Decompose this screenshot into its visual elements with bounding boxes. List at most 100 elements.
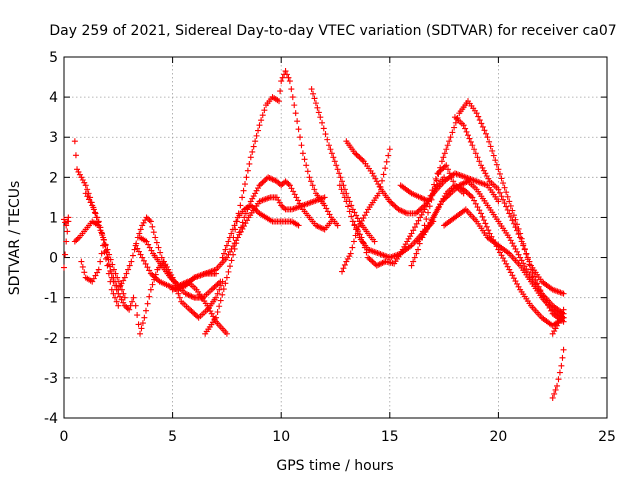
data-point	[143, 214, 150, 221]
data-point	[463, 179, 470, 186]
chart-title: Day 259 of 2021, Sidereal Day-to-day VTE…	[49, 23, 616, 39]
data-point	[314, 223, 321, 230]
data-point	[373, 262, 380, 269]
data-point	[298, 203, 305, 210]
data-point	[349, 244, 356, 251]
data-point	[482, 170, 489, 177]
data-point	[102, 242, 109, 249]
data-point	[294, 118, 301, 125]
data-point	[233, 218, 240, 225]
data-point	[255, 209, 262, 216]
data-point	[482, 130, 489, 137]
data-point	[346, 208, 353, 215]
data-point	[495, 166, 502, 173]
data-point	[480, 167, 487, 174]
data-point	[507, 202, 514, 209]
data-point	[370, 259, 377, 266]
data-point	[255, 185, 262, 192]
data-point	[324, 208, 331, 215]
data-point	[123, 270, 130, 277]
data-point	[147, 270, 154, 277]
data-point	[261, 107, 268, 114]
data-point	[110, 290, 117, 297]
data-point	[392, 203, 399, 210]
data-point	[431, 211, 438, 218]
data-point	[375, 190, 382, 197]
data-point	[433, 177, 440, 184]
data-point	[292, 110, 299, 117]
data-point	[405, 235, 412, 242]
data-point	[241, 214, 248, 221]
data-point	[489, 147, 496, 154]
data-point	[369, 170, 376, 177]
data-point	[410, 258, 417, 265]
data-point	[94, 269, 101, 276]
data-point	[479, 123, 486, 130]
data-point	[137, 226, 144, 233]
data-series	[71, 138, 137, 313]
data-point	[467, 193, 474, 200]
data-point	[207, 308, 214, 315]
data-point	[298, 142, 305, 149]
data-point	[230, 234, 237, 241]
data-point	[134, 245, 141, 252]
data-point	[120, 299, 127, 306]
data-point	[275, 197, 282, 204]
data-point	[346, 253, 353, 260]
data-point	[252, 138, 259, 145]
data-point	[135, 321, 142, 328]
data-point	[259, 112, 266, 119]
data-point	[349, 206, 356, 213]
data-point	[81, 269, 88, 276]
data-point	[358, 234, 365, 241]
data-point	[214, 308, 221, 315]
data-point	[121, 274, 128, 281]
data-point	[62, 251, 69, 258]
data-point	[456, 182, 463, 189]
data-point	[412, 210, 419, 217]
data-point	[354, 215, 361, 222]
data-point	[356, 231, 363, 238]
data-point	[560, 346, 567, 353]
data-point	[78, 258, 85, 265]
data-point	[559, 310, 566, 317]
data-series	[441, 206, 567, 321]
data-point	[469, 194, 476, 201]
data-point	[311, 95, 318, 102]
data-point	[440, 197, 447, 204]
data-point	[277, 88, 284, 95]
data-point	[414, 209, 421, 216]
data-point	[487, 143, 494, 150]
data-point	[92, 210, 99, 217]
data-point	[466, 191, 473, 198]
data-point	[509, 207, 516, 214]
x-tick-label: 15	[381, 429, 399, 445]
data-point	[478, 120, 485, 127]
data-point	[353, 151, 360, 158]
data-point	[247, 202, 254, 209]
data-point	[479, 213, 486, 220]
data-point	[486, 230, 493, 237]
data-point	[434, 170, 441, 177]
data-point	[476, 117, 483, 124]
data-point	[120, 277, 127, 284]
data-point	[279, 181, 286, 188]
data-point	[85, 196, 92, 203]
data-point	[504, 193, 511, 200]
data-point	[375, 181, 382, 188]
x-tick-label: 10	[272, 429, 290, 445]
data-points	[61, 68, 567, 401]
y-tick-label: 4	[49, 90, 58, 106]
y-tick-label: 0	[49, 251, 58, 267]
data-point	[105, 256, 112, 263]
data-point	[129, 298, 136, 305]
data-point	[139, 222, 146, 229]
data-point	[135, 248, 142, 255]
data-point	[210, 313, 217, 320]
data-point	[408, 262, 415, 269]
data-point	[512, 216, 519, 223]
data-point	[253, 207, 260, 214]
data-point	[249, 148, 256, 155]
data-point	[321, 194, 328, 201]
data-point	[407, 233, 414, 240]
